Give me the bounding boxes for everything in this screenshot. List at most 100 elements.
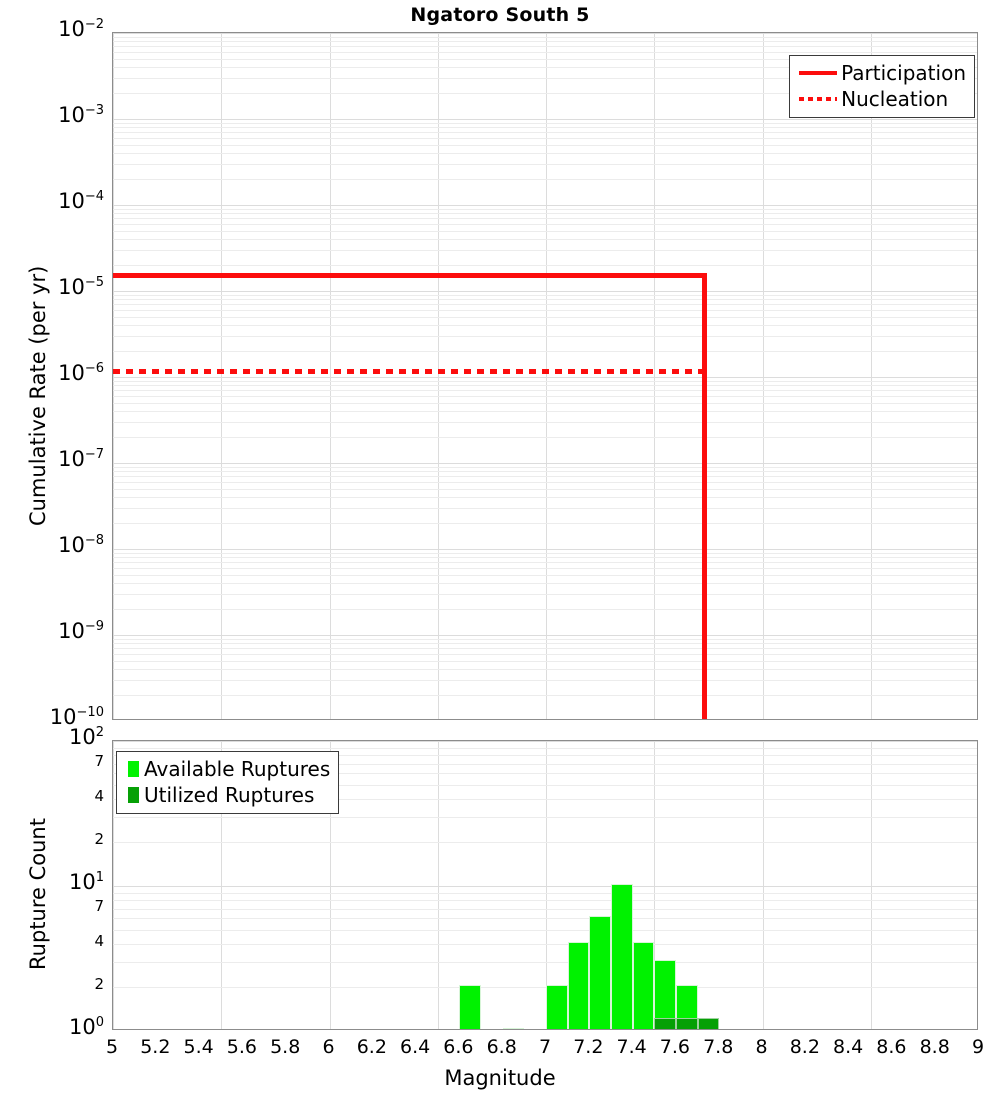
gridline-horizontal-minor [113, 471, 977, 473]
gridline-horizontal-minor [113, 798, 977, 800]
x-tick-label: 8.2 [789, 1036, 820, 1058]
gridline-horizontal-minor [113, 230, 977, 232]
gridline-vertical [437, 741, 439, 1029]
gridline-horizontal-minor [113, 138, 977, 140]
top-plot-gridlines [113, 33, 977, 719]
gridline-vertical [870, 33, 872, 719]
x-tick-label: 6.2 [356, 1036, 387, 1058]
y-tick-label: 10−10 [49, 705, 104, 729]
gridline-horizontal-minor [113, 466, 977, 468]
gridline-horizontal-minor [113, 310, 977, 312]
gridline-horizontal-minor [113, 842, 977, 844]
gridline-horizontal-minor [113, 574, 977, 576]
bottom-plot-legend: Available Ruptures Utilized Ruptures [116, 751, 340, 814]
gridline-horizontal-minor [113, 402, 977, 404]
bar-available-ruptures [654, 959, 676, 1029]
color-swatch-icon [124, 787, 142, 803]
gridline-horizontal-minor [113, 380, 977, 382]
bar-available-ruptures [502, 1028, 525, 1029]
y-tick-label-minor: 4 [94, 786, 104, 805]
gridline-horizontal-minor [113, 747, 977, 749]
gridline-horizontal-minor [113, 892, 977, 894]
gridline-horizontal-minor [113, 695, 977, 697]
gridline-horizontal-minor [113, 411, 977, 413]
gridline-horizontal-minor [113, 583, 977, 585]
gridline-vertical [870, 741, 872, 1029]
gridline-vertical [654, 33, 656, 719]
gridline-horizontal-minor [113, 908, 977, 910]
gridline-horizontal-minor [113, 78, 977, 79]
gridline-horizontal-minor [113, 316, 977, 318]
page-title: Ngatoro South 5 [410, 4, 590, 26]
x-tick-label: 5.2 [140, 1036, 171, 1058]
gridline-horizontal-minor [113, 46, 977, 48]
gridline-vertical [113, 741, 114, 1029]
bar-available-ruptures [632, 941, 655, 1029]
gridline-horizontal-minor [113, 208, 977, 210]
gridline-horizontal-minor [113, 638, 977, 640]
gridline-horizontal-minor [113, 385, 977, 387]
x-tick-label: 5.4 [183, 1036, 214, 1058]
legend-item: Utilized Ruptures [124, 782, 330, 808]
gridline-horizontal-minor [113, 336, 977, 337]
gridline-horizontal-minor [113, 422, 977, 423]
gridline-horizontal-minor [113, 58, 977, 60]
bottom-plot-axes: Available Ruptures Utilized Ruptures [112, 740, 978, 1030]
gridline-horizontal-minor [113, 482, 977, 484]
gridline-horizontal-minor [113, 250, 977, 251]
gridline-horizontal-minor [113, 557, 977, 559]
gridline-vertical [546, 741, 547, 1029]
gridline-vertical [221, 741, 223, 1029]
gridline-horizontal-minor [113, 239, 977, 241]
y-tick-label: 10−2 [58, 17, 104, 41]
dotted-line-icon [797, 97, 839, 101]
gridline-horizontal-minor [113, 304, 977, 306]
x-tick-label: 5 [105, 1036, 119, 1058]
gridline-horizontal-minor [113, 918, 977, 920]
gridline-horizontal-minor [113, 224, 977, 226]
x-tick-label: 7 [538, 1036, 552, 1058]
y-tick-label: 100 [68, 1015, 104, 1039]
gridline-vertical [437, 33, 439, 719]
nucleation-dropoff-line [701, 369, 707, 719]
gridline-horizontal-minor [113, 351, 977, 353]
y-tick-label-minor: 4 [94, 931, 104, 950]
x-tick-label: 8 [755, 1036, 768, 1058]
gridline-horizontal-minor [113, 164, 977, 165]
y-tick-label: 10−7 [58, 447, 104, 471]
gridline-horizontal-major [113, 205, 977, 206]
gridline-horizontal-minor [113, 594, 977, 595]
gridline-horizontal-minor [113, 36, 977, 38]
gridline-horizontal-minor [113, 648, 977, 650]
x-tick-label: 6 [322, 1036, 335, 1058]
legend-item: Participation [797, 60, 966, 86]
gridline-horizontal-minor [113, 784, 977, 786]
gridline-horizontal-minor [113, 654, 977, 656]
gridline-vertical [221, 33, 223, 719]
bottom-plot-gridlines [113, 741, 977, 1029]
gridline-horizontal-major [113, 549, 977, 550]
gridline-horizontal-minor [113, 900, 977, 902]
gridline-horizontal-minor [113, 961, 977, 963]
x-tick-label: 8.4 [832, 1036, 864, 1058]
gridline-horizontal-major [113, 635, 977, 636]
legend-item: Nucleation [797, 86, 966, 112]
gridline-horizontal-minor [113, 396, 977, 398]
bottom-plot-y-axis-title: Rupture Count [26, 818, 50, 970]
gridline-horizontal-minor [113, 179, 977, 181]
gridline-horizontal-major [113, 741, 977, 742]
gridline-vertical [654, 741, 656, 1029]
x-tick-label: 7.6 [659, 1036, 690, 1058]
bar-utilized-ruptures [697, 1018, 720, 1029]
x-tick-label: 6.8 [486, 1036, 517, 1058]
bar-utilized-ruptures [675, 1018, 698, 1029]
x-tick-label: 6.4 [399, 1036, 431, 1058]
bar-available-ruptures [459, 985, 482, 1029]
gridline-horizontal-minor [113, 476, 977, 478]
gridline-horizontal-minor [113, 497, 977, 499]
legend-label: Nucleation [841, 87, 949, 111]
gridline-vertical [762, 741, 764, 1029]
gridline-horizontal-minor [113, 437, 977, 439]
x-tick-label: 9 [971, 1036, 985, 1058]
